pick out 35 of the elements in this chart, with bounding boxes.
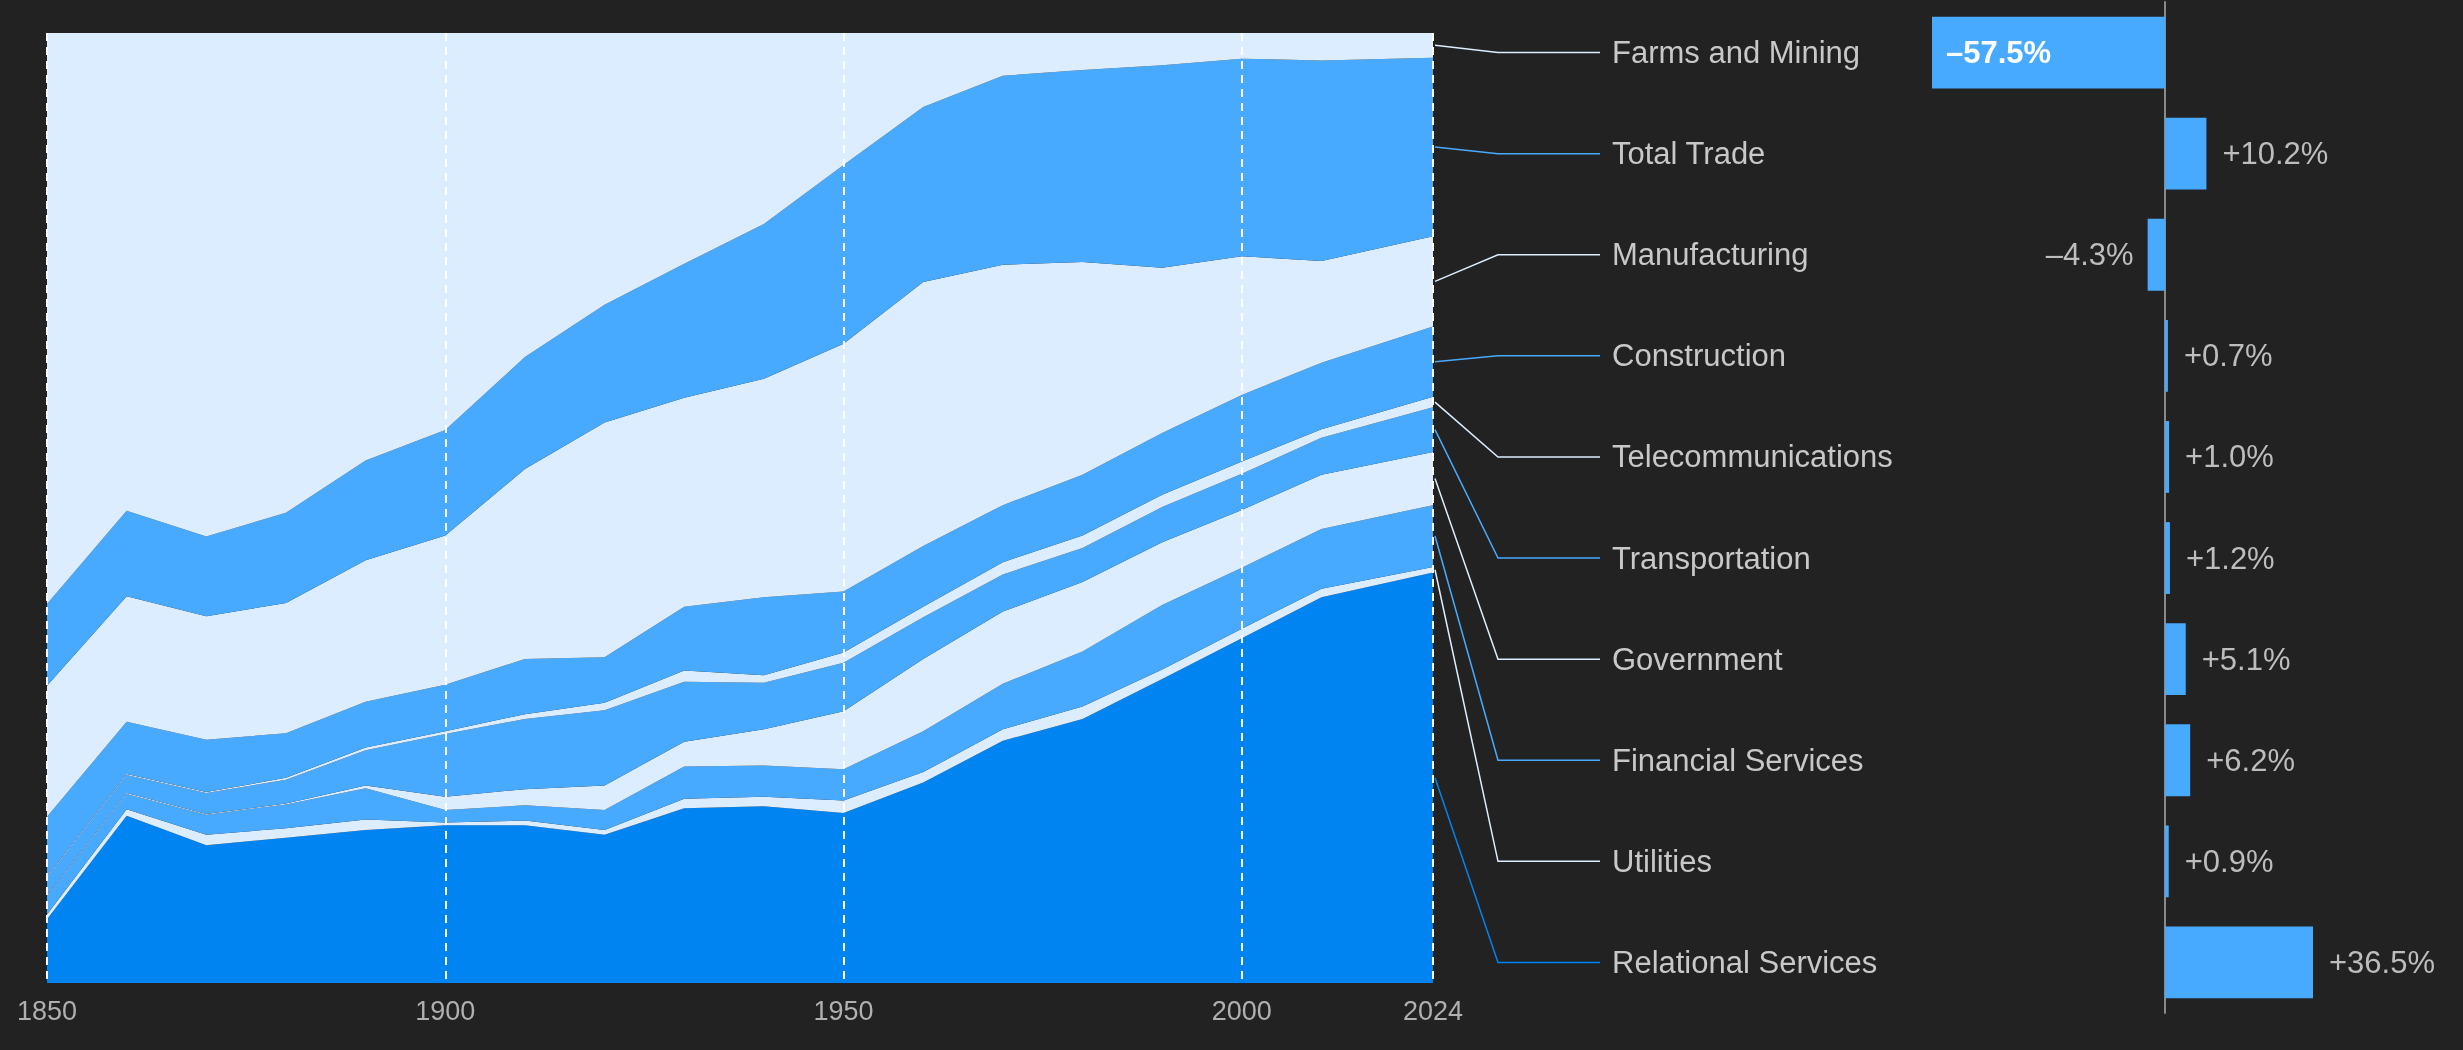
bar: [2147, 218, 2166, 291]
y-tick-label: Telecommunications: [1612, 439, 1893, 475]
bar: [2165, 117, 2207, 190]
x-tick-label: 1900: [415, 995, 476, 1026]
y-tick-label: Utilities: [1612, 843, 1712, 879]
y-tick-label: Farms and Mining: [1612, 35, 1861, 71]
y-tick-label: Financial Services: [1612, 742, 1864, 778]
y-tick-label: Relational Services: [1612, 944, 1878, 980]
data-label: –57.5%: [1946, 35, 2052, 71]
x-tick-label: 2024: [1402, 995, 1464, 1026]
bar: [2165, 623, 2186, 696]
bar: [1932, 16, 2166, 89]
y-tick-label: Transportation: [1612, 540, 1811, 576]
data-label: –4.3%: [2045, 237, 2134, 273]
data-label: +10.2%: [2222, 136, 2329, 172]
data-label: +5.1%: [2201, 641, 2291, 677]
bar: [2165, 926, 2313, 999]
bar: [2165, 421, 2170, 493]
y-tick-label: Construction: [1612, 338, 1787, 374]
x-tick-label: 1950: [813, 995, 874, 1026]
data-label: +0.7%: [2183, 338, 2273, 374]
data-label: +6.2%: [2206, 742, 2295, 778]
bar: [2165, 724, 2191, 797]
y-tick-label: Manufacturing: [1612, 237, 1809, 273]
y-tick-label: Total Trade: [1612, 136, 1766, 172]
data-label: +0.9%: [2184, 843, 2274, 879]
x-tick-label: 1850: [16, 995, 78, 1026]
bar: [2165, 319, 2168, 392]
data-label: +1.0%: [2185, 439, 2274, 475]
bar: [2165, 522, 2170, 594]
y-tick-label: Government: [1612, 641, 1783, 677]
data-label: +36.5%: [2329, 944, 2436, 980]
data-label: +1.2%: [2185, 540, 2275, 576]
bar: [2165, 825, 2169, 898]
x-tick-label: 2000: [1211, 995, 1272, 1026]
